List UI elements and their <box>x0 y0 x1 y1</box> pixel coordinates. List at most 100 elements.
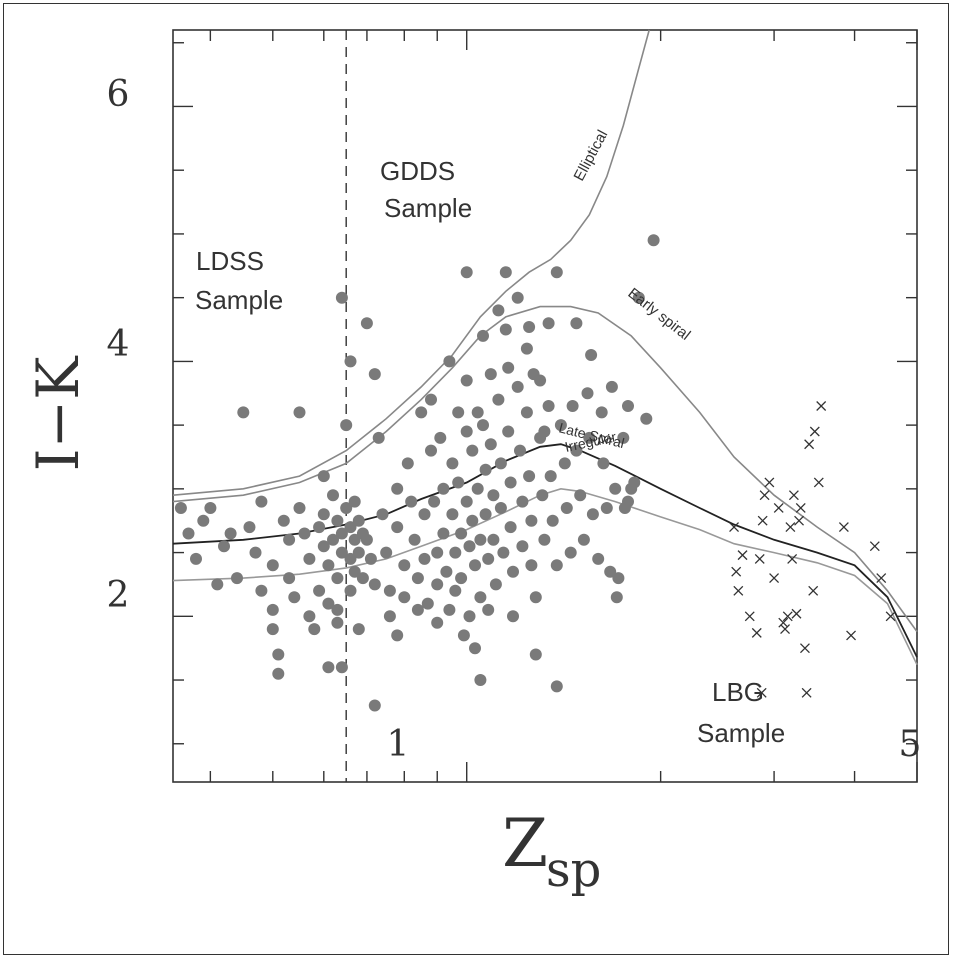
gdds-ldss-point <box>411 572 424 585</box>
lbg-point-stroke <box>838 522 849 533</box>
gdds-ldss-point <box>474 533 487 546</box>
ldss-label-line1: LDSS <box>196 246 264 276</box>
lbg-point <box>737 550 748 561</box>
lbg-point-stroke <box>801 687 812 698</box>
gdds-ldss-point <box>356 572 369 585</box>
gdds-ldss-point <box>237 406 250 419</box>
lbg-point <box>846 630 857 641</box>
lbg-point <box>782 611 793 622</box>
plot-border <box>172 29 918 783</box>
lbg-point <box>788 490 799 501</box>
gdds-ldss-point <box>471 482 484 495</box>
gdds-ldss-point <box>298 527 311 540</box>
gdds-ldss-point <box>272 667 285 680</box>
tracks <box>172 29 918 666</box>
gdds-ldss-point <box>492 304 505 317</box>
lbg-point-stroke <box>795 503 806 513</box>
gdds-ldss-point <box>511 380 524 393</box>
gdds-ldss-point <box>612 572 625 585</box>
gdds-ldss-point <box>457 629 470 642</box>
lbg-point-stroke <box>809 426 820 437</box>
gdds-ldss-point <box>622 495 634 508</box>
gdds-ldss-point <box>317 470 330 483</box>
lbg-point <box>759 490 770 501</box>
lbg-point <box>757 515 768 526</box>
lbg-point-stroke <box>757 515 768 526</box>
gdds-ldss-point <box>484 438 497 451</box>
lbg-point <box>733 585 744 596</box>
gdds-ldss-point <box>622 400 634 412</box>
gdds-ldss-point <box>529 591 542 604</box>
gdds-ldss-point <box>322 597 335 610</box>
gdds-ldss-point <box>440 565 453 578</box>
gdds-ldss-point <box>570 317 583 330</box>
gdds-ldss-point <box>437 482 450 495</box>
lbg-point-stroke <box>846 630 857 641</box>
gdds-ldss-point <box>383 584 396 597</box>
gdds-ldss-point <box>197 514 210 527</box>
gdds-ldss-point <box>360 533 373 546</box>
gdds-ldss-point <box>546 514 559 527</box>
gdds-ldss-point <box>484 368 497 381</box>
gdds-ldss-point <box>360 317 373 330</box>
lbg-point <box>791 608 802 619</box>
gdds-ldss-point <box>431 616 444 629</box>
lbg-point <box>780 624 791 635</box>
gdds-ldss-point <box>204 502 217 514</box>
gdds-ldss-point <box>499 266 512 279</box>
gdds-ldss-point <box>610 591 623 604</box>
gdds-ldss-point <box>466 514 479 527</box>
lbg-point <box>804 439 815 450</box>
gdds-ldss-point <box>609 482 622 495</box>
gdds-ldss-point <box>566 400 579 412</box>
gdds-ldss-point <box>516 495 529 508</box>
gdds-ldss-point <box>317 508 330 521</box>
gdds-ldss-point <box>408 533 421 546</box>
gdds-ldss-point <box>489 578 502 591</box>
gdds-ldss-point <box>352 546 365 559</box>
gdds-ldss-point <box>335 291 348 304</box>
gdds-ldss-point <box>455 572 468 585</box>
gdds-ldss-point <box>482 552 495 565</box>
y-tick-label-4: 4 <box>107 324 130 365</box>
gdds-ldss-point <box>520 342 533 355</box>
y-axis-label: I−K <box>24 355 92 472</box>
gdds-ldss-point <box>340 502 353 514</box>
gdds-ldss-point <box>344 355 357 368</box>
gdds-ldss-point <box>335 527 348 540</box>
gdds-ldss-point <box>243 521 256 534</box>
track-elliptical <box>172 29 650 496</box>
gdds-ldss-point <box>368 578 381 591</box>
gdds-ldss-point <box>391 482 404 495</box>
gdds-ldss-point <box>600 502 613 514</box>
gdds-ldss-point <box>431 546 444 559</box>
gdds-ldss-point <box>190 552 202 565</box>
lbg-point-stroke <box>733 585 744 596</box>
gdds-ldss-point <box>583 431 596 444</box>
gdds-ldss-point <box>479 463 492 476</box>
gdds-ldss-point <box>466 444 479 457</box>
lbg-point <box>838 522 849 533</box>
gdds-ldss-point <box>502 361 515 374</box>
lbg-point-stroke <box>788 490 799 501</box>
gdds-ldss-point <box>418 508 431 521</box>
gdds-ldss-point <box>443 603 456 616</box>
gdds-ldss-point <box>283 533 296 546</box>
lbg-point-stroke <box>764 477 775 488</box>
figure-frame <box>3 3 949 955</box>
lbg-point-stroke <box>773 503 784 513</box>
gdds-ldss-point <box>255 495 268 508</box>
lbg-point <box>813 477 824 488</box>
lbg-point <box>769 573 780 584</box>
gdds-ldss-point <box>437 527 450 540</box>
gdds-ldss-point <box>421 597 434 610</box>
gdds-ldss-point <box>288 591 301 604</box>
gdds-ldss-point <box>504 521 517 534</box>
gdds-ldss-point <box>231 572 243 585</box>
lbg-point <box>795 503 806 513</box>
gdds-ldss-point <box>560 502 573 514</box>
gdds-ldss-point <box>487 533 500 546</box>
lbg-point <box>731 566 742 577</box>
gdds-ldss-point <box>401 457 414 470</box>
gdds-ldss-point <box>592 552 605 565</box>
